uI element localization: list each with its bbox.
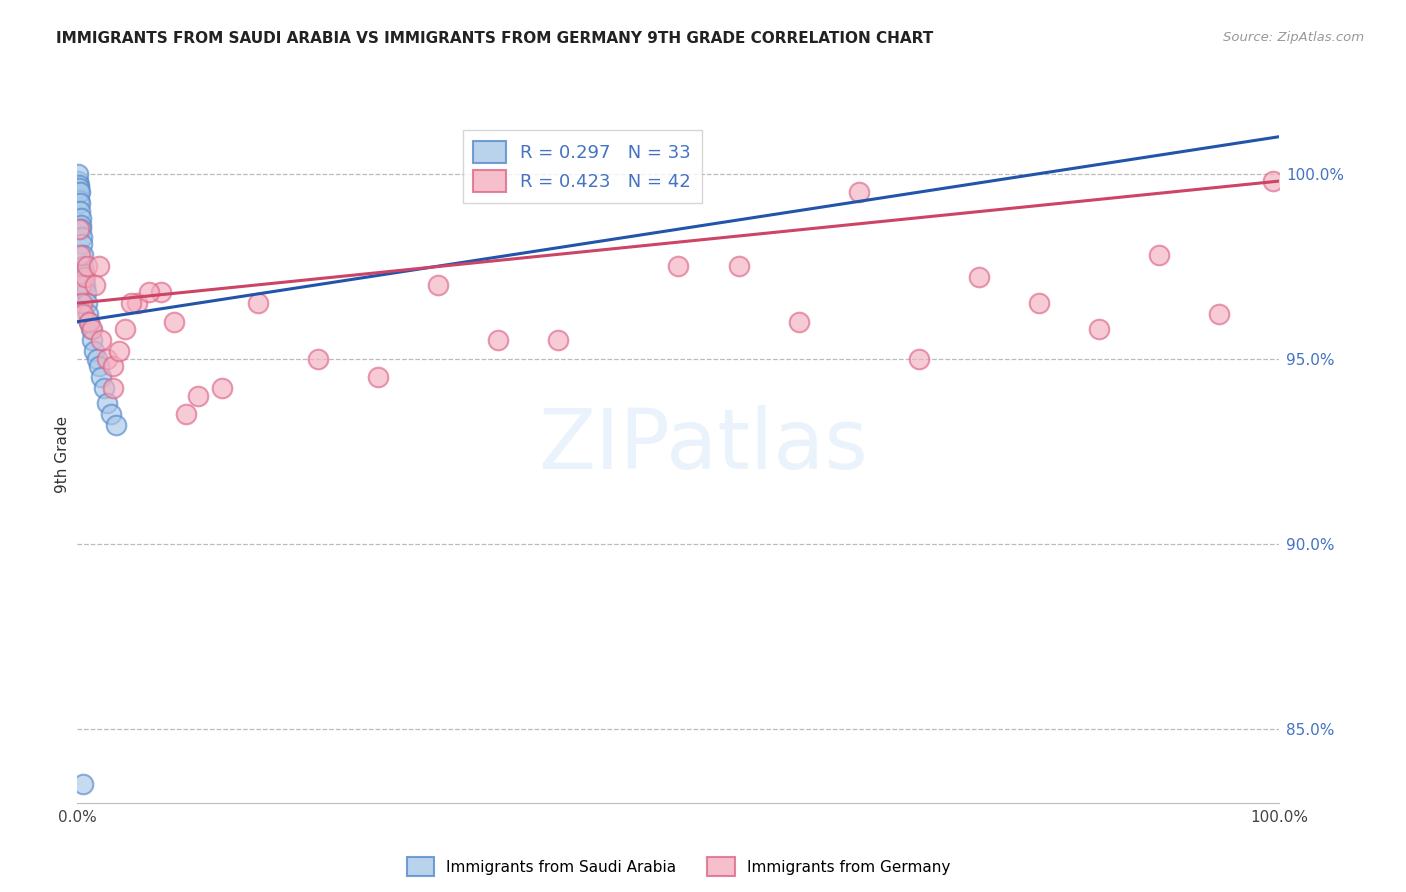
Point [96, 396, 118, 410]
Point [87, 259, 110, 273]
Point [84, 277, 107, 292]
Point [80, 322, 103, 336]
Point [69, 185, 91, 199]
Point [103, 381, 125, 395]
Point [70, 222, 93, 236]
Point [120, 296, 142, 310]
Point [967, 270, 990, 285]
Point [77, 307, 100, 321]
Point [187, 389, 209, 403]
Point [114, 322, 136, 336]
Point [69, 248, 91, 262]
Point [211, 381, 233, 395]
Point [76, 259, 98, 273]
Point [138, 285, 160, 299]
Point [1088, 322, 1111, 336]
Point [79, 315, 101, 329]
Point [70, 277, 93, 292]
Point [79, 315, 101, 329]
Point [103, 359, 125, 373]
Text: IMMIGRANTS FROM SAUDI ARABIA VS IMMIGRANTS FROM GERMANY 9TH GRADE CORRELATION CH: IMMIGRANTS FROM SAUDI ARABIA VS IMMIGRAN… [56, 31, 934, 46]
Point [86, 351, 108, 366]
Point [486, 333, 509, 347]
Point [67, 181, 90, 195]
Legend: Immigrants from Saudi Arabia, Immigrants from Germany: Immigrants from Saudi Arabia, Immigrants… [401, 851, 956, 882]
Point [1028, 296, 1050, 310]
Point [69, 203, 91, 218]
Point [70, 237, 93, 252]
Point [246, 296, 269, 310]
Point [72, 777, 94, 791]
Point [108, 344, 131, 359]
Point [1263, 174, 1285, 188]
Point [1208, 307, 1230, 321]
Point [162, 315, 184, 329]
Point [73, 277, 96, 292]
Point [787, 315, 810, 329]
Point [70, 296, 93, 310]
Point [96, 351, 118, 366]
Point [848, 185, 870, 199]
Point [127, 296, 149, 310]
Point [90, 333, 112, 347]
Point [93, 381, 115, 395]
Point [83, 344, 105, 359]
Point [70, 219, 93, 233]
Text: Source: ZipAtlas.com: Source: ZipAtlas.com [1223, 31, 1364, 45]
Point [69, 211, 91, 225]
Point [67, 167, 90, 181]
Point [67, 185, 90, 199]
Point [668, 259, 690, 273]
Point [80, 333, 103, 347]
Point [69, 193, 91, 207]
Text: ZIPatlas: ZIPatlas [538, 406, 868, 486]
Point [70, 229, 93, 244]
Point [66, 174, 89, 188]
Point [547, 333, 569, 347]
Point [72, 259, 94, 273]
Point [908, 351, 931, 366]
Point [727, 259, 749, 273]
Point [76, 296, 98, 310]
Point [73, 267, 96, 281]
Point [87, 359, 110, 373]
Point [79, 322, 101, 336]
Point [72, 307, 94, 321]
Point [67, 178, 90, 192]
Point [67, 222, 90, 236]
Point [427, 277, 450, 292]
Point [100, 407, 122, 421]
Point [150, 285, 173, 299]
Y-axis label: 9th Grade: 9th Grade [55, 417, 70, 493]
Point [69, 196, 91, 211]
Point [72, 248, 94, 262]
Point [174, 407, 197, 421]
Point [90, 370, 112, 384]
Point [75, 285, 97, 299]
Point [367, 370, 389, 384]
Point [307, 351, 329, 366]
Point [73, 270, 96, 285]
Point [1149, 248, 1171, 262]
Point [104, 418, 127, 433]
